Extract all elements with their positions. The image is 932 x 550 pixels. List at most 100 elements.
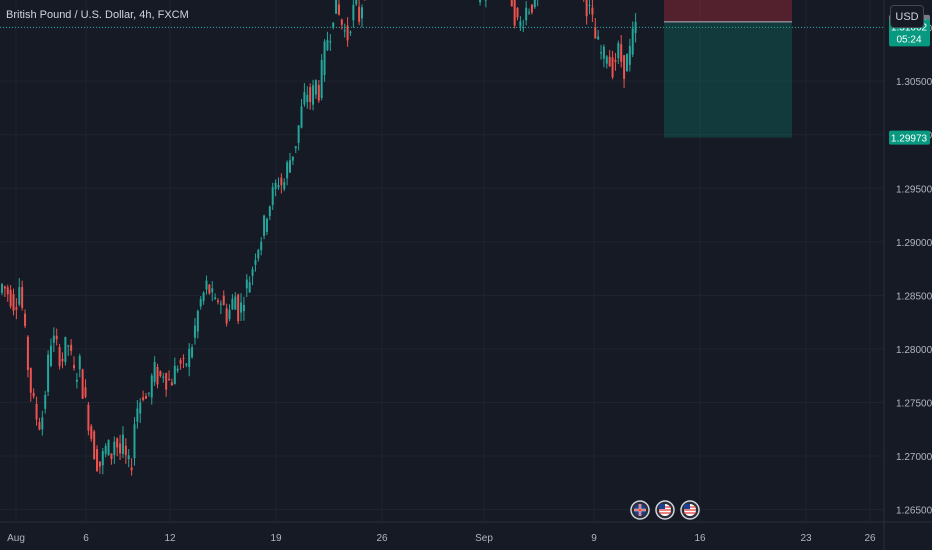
candle-body: [248, 282, 251, 293]
candle-body: [113, 441, 116, 456]
candle-body: [361, 7, 363, 19]
candle-body: [193, 325, 196, 338]
candle-body: [75, 379, 78, 382]
candle-body: [314, 80, 317, 95]
candle-body: [104, 445, 107, 454]
candle-body: [32, 392, 35, 397]
candle-body: [52, 335, 55, 343]
candle-body: [139, 402, 142, 414]
candle-body: [271, 187, 274, 206]
target-price-value: 1.29973: [891, 134, 928, 145]
candle-body: [6, 287, 9, 295]
position-reward-zone[interactable]: [664, 21, 792, 138]
candle-body: [127, 455, 130, 460]
x-tick-label: 6: [83, 533, 89, 544]
candle-body: [93, 431, 96, 460]
candle-body: [202, 292, 205, 301]
candle-body: [294, 146, 297, 149]
candle-body: [225, 308, 228, 324]
candle-body: [1, 284, 3, 293]
y-tick-label: 1.26500: [896, 506, 932, 517]
candle-body: [96, 449, 99, 471]
y-tick-label: 1.29000: [896, 238, 932, 249]
candle-body: [510, 0, 513, 7]
candle-body: [165, 373, 168, 390]
candle-body: [245, 279, 248, 289]
candle-body: [145, 395, 147, 399]
candle-body: [309, 87, 312, 103]
candle-body: [116, 438, 119, 448]
candle-body: [9, 289, 12, 307]
candle-body: [78, 356, 81, 370]
candle-body: [525, 7, 528, 21]
x-tick-label: 26: [864, 533, 876, 544]
candle-body: [628, 46, 631, 65]
candle-body: [608, 56, 611, 67]
candle-body: [110, 453, 113, 459]
candle-body: [188, 348, 191, 367]
candle-body: [265, 218, 268, 232]
candle-body: [257, 249, 260, 259]
candle-body: [634, 21, 637, 34]
y-tick-label: 1.29500: [896, 184, 932, 195]
candle-body: [631, 28, 634, 55]
candle-body: [317, 84, 320, 101]
position-risk-zone[interactable]: [664, 0, 792, 22]
candle-body: [484, 0, 487, 1]
candle-body: [159, 371, 162, 376]
candle-body: [623, 55, 626, 79]
x-tick-label: 19: [270, 533, 282, 544]
candle-body: [21, 287, 24, 308]
currency-button[interactable]: USD: [890, 5, 924, 28]
candle-body: [323, 41, 326, 75]
candle-body: [251, 269, 254, 276]
candle-body: [519, 21, 522, 27]
candle-body: [300, 106, 303, 128]
candle-body: [291, 156, 294, 161]
candle-body: [585, 0, 588, 17]
candle-body: [168, 379, 171, 381]
candle-body: [29, 368, 32, 393]
candle-body: [136, 408, 139, 422]
y-tick-label: 1.27000: [896, 452, 932, 463]
candle-body: [254, 260, 257, 265]
candle-body: [332, 22, 335, 28]
candle-body: [600, 52, 603, 54]
candle-body: [173, 365, 176, 385]
candle-body: [617, 43, 620, 59]
candle-body: [179, 360, 182, 364]
candle-body: [35, 403, 38, 420]
candle-body: [335, 0, 338, 14]
candle-body: [199, 299, 202, 307]
candle-body: [211, 288, 214, 293]
candle-body: [289, 160, 291, 173]
candle-body: [18, 287, 21, 305]
candle-body: [41, 417, 44, 430]
candle-body: [214, 297, 217, 300]
candle-body: [44, 395, 47, 409]
candle-body: [55, 335, 58, 340]
candle-body: [196, 310, 199, 332]
y-tick-label: 1.28000: [896, 345, 932, 356]
candle-body: [191, 347, 194, 358]
candle-body: [337, 4, 340, 15]
y-tick-label: 1.28500: [896, 291, 932, 302]
candle-body: [150, 375, 153, 398]
candle-body: [153, 361, 156, 383]
us-flag-canton: [659, 504, 665, 509]
candle-body: [228, 309, 231, 320]
candle-body: [277, 185, 280, 188]
candle-body: [263, 215, 266, 236]
candle-body: [121, 434, 124, 455]
candle-body: [283, 182, 286, 190]
candle-body: [26, 336, 29, 371]
candle-body: [352, 4, 355, 21]
candle-body: [58, 347, 61, 367]
candle-body: [528, 12, 531, 14]
candle-body: [513, 0, 516, 26]
candle-body: [242, 304, 245, 312]
candle-body: [208, 284, 211, 294]
x-tick-label: Sep: [475, 533, 493, 544]
candle-body: [516, 7, 519, 18]
